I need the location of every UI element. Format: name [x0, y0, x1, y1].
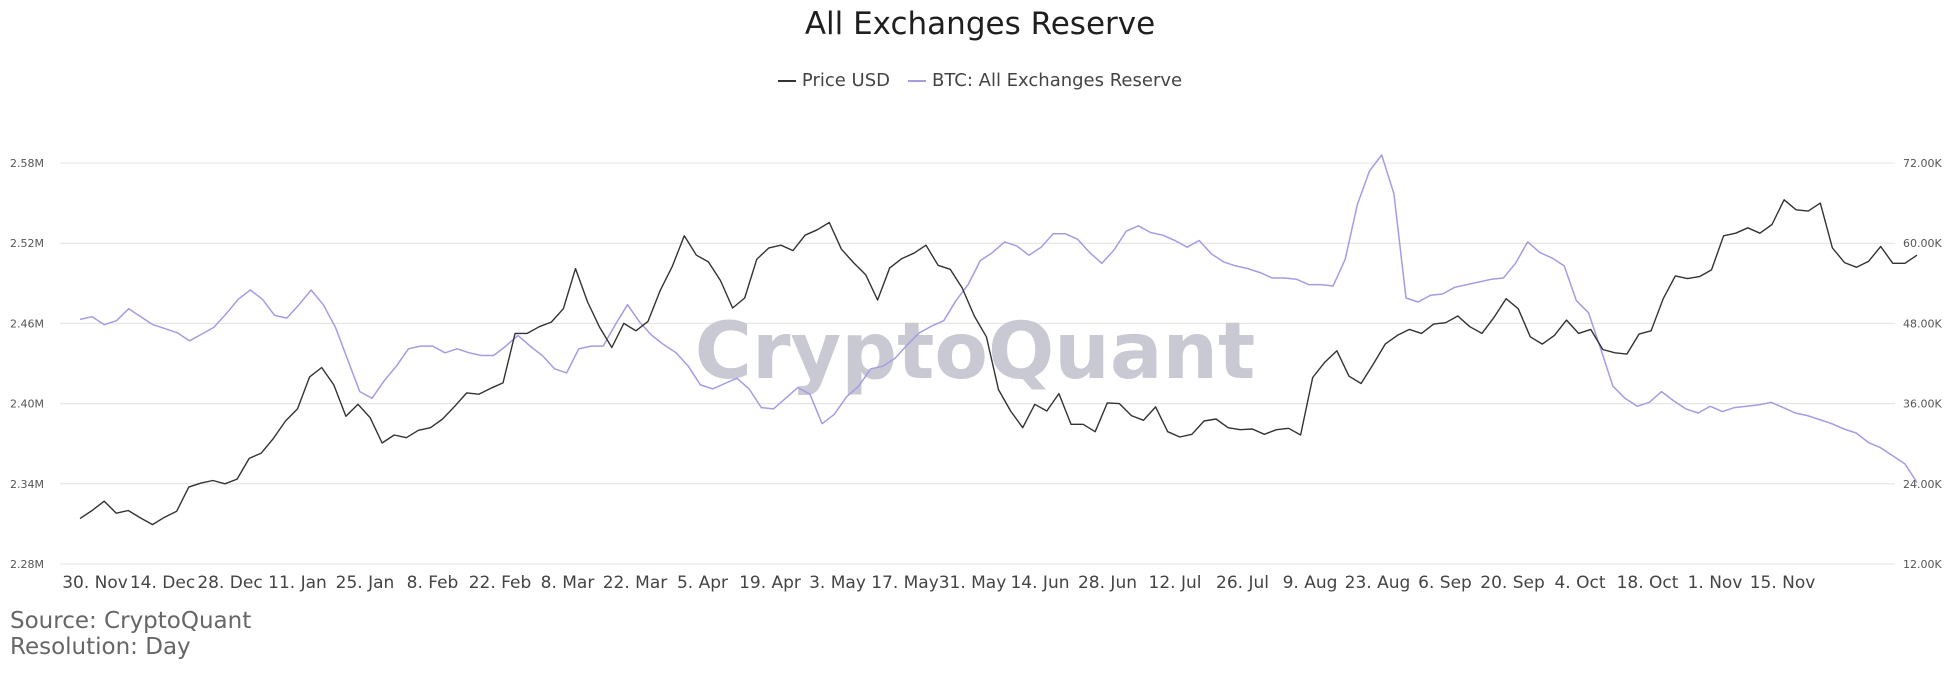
- y-right-tick-label: 72.00K: [1903, 157, 1942, 170]
- grid-lines: [60, 162, 1895, 565]
- legend-swatch-reserve: [908, 79, 926, 82]
- x-tick-label: 28. Dec: [197, 573, 262, 593]
- series-lines: [79, 154, 1918, 526]
- x-tick-label: 20. Sep: [1480, 573, 1544, 593]
- y-axis-right: 12.00K 24.00K 36.00K 48.00K 60.00K 72.00K: [1903, 157, 1942, 571]
- x-tick-label: 30. Nov: [62, 573, 128, 593]
- y-right-tick-label: 12.00K: [1903, 558, 1942, 571]
- footer-source: Source: CryptoQuant: [10, 608, 252, 634]
- x-tick-label: 3. May: [809, 573, 866, 593]
- y-left-tick-label: 2.34M: [10, 478, 44, 491]
- x-tick-label: 17. May: [871, 573, 939, 593]
- x-tick-label: 8. Feb: [407, 573, 459, 593]
- x-tick-label: 6. Sep: [1418, 573, 1472, 593]
- legend-label-price: Price USD: [801, 70, 890, 91]
- y-left-tick-label: 2.40M: [10, 398, 44, 411]
- x-tick-label: 1. Nov: [1688, 573, 1743, 593]
- x-tick-label: 22. Mar: [603, 573, 668, 593]
- x-tick-label: 19. Apr: [739, 573, 801, 593]
- y-left-tick-label: 2.46M: [10, 317, 44, 330]
- chart-title: All Exchanges Reserve: [804, 6, 1156, 42]
- chart-plot-area: CryptoQuant 2.28M 2.34M 2.40M 2.46M 2.52M 2.5…: [10, 154, 1942, 593]
- series-line-reserve: [79, 154, 1918, 483]
- y-left-tick-label: 2.58M: [10, 157, 44, 170]
- legend-item-price[interactable]: Price USD: [777, 70, 890, 91]
- x-tick-label: 4. Oct: [1554, 573, 1605, 593]
- x-tick-label: 5. Apr: [677, 573, 728, 593]
- x-tick-label: 15. Nov: [1750, 573, 1816, 593]
- watermark: CryptoQuant: [695, 307, 1256, 397]
- x-tick-label: 14. Dec: [130, 573, 195, 593]
- legend-label-reserve: BTC: All Exchanges Reserve: [932, 70, 1183, 91]
- y-right-tick-label: 36.00K: [1903, 398, 1942, 411]
- y-left-tick-label: 2.28M: [10, 558, 44, 571]
- x-tick-label: 18. Oct: [1617, 573, 1679, 593]
- x-tick-label: 9. Aug: [1283, 573, 1338, 593]
- x-axis: 30. Nov 14. Dec 28. Dec 11. Jan 25. Jan 8. Fe…: [62, 573, 1815, 593]
- x-tick-label: 22. Feb: [469, 573, 532, 593]
- legend-swatch-price: [777, 79, 796, 82]
- x-tick-label: 14. Jun: [1010, 573, 1069, 593]
- x-tick-label: 31. May: [939, 573, 1007, 593]
- x-tick-label: 26. Jul: [1216, 573, 1269, 593]
- y-right-tick-label: 60.00K: [1903, 237, 1942, 250]
- x-tick-label: 8. Mar: [541, 573, 595, 593]
- legend-item-reserve[interactable]: BTC: All Exchanges Reserve: [908, 70, 1182, 91]
- series-line-price: [79, 199, 1918, 526]
- x-tick-label: 28. Jun: [1078, 573, 1137, 593]
- x-tick-label: 12. Jul: [1149, 573, 1202, 593]
- y-right-tick-label: 48.00K: [1903, 317, 1942, 330]
- y-left-tick-label: 2.52M: [10, 237, 44, 250]
- x-tick-label: 25. Jan: [336, 573, 395, 593]
- x-tick-label: 11. Jan: [268, 573, 327, 593]
- x-tick-label: 23. Aug: [1345, 573, 1411, 593]
- y-axis-left: 2.28M 2.34M 2.40M 2.46M 2.52M 2.58M: [10, 157, 44, 571]
- footer-resolution: Resolution: Day: [10, 634, 191, 660]
- chart-legend: Price USD BTC: All Exchanges Reserve: [0, 70, 1960, 91]
- y-right-tick-label: 24.00K: [1903, 478, 1942, 491]
